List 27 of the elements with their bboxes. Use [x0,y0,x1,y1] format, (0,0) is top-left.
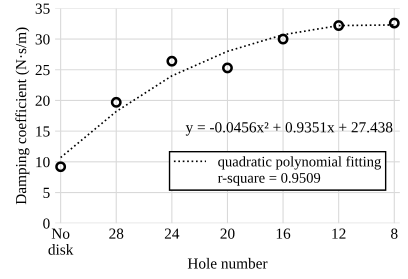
x-axis-title: Hole number [188,258,268,269]
x-tick-label: 12 [332,228,346,239]
point [278,34,288,44]
point [110,96,122,108]
point [388,18,400,29]
y-tick-label: 35 [36,4,50,14]
x-tick-label: 8 [391,228,398,239]
y-axis-title: Damping coefficient (N·s/m) [15,28,30,204]
legend-label: quadratic polynomial fitting [218,156,381,170]
point [166,56,178,67]
x-tick-label: 16 [276,228,290,239]
y-tick-label: 15 [36,126,50,137]
x-tick-label: 24 [164,228,180,239]
point [55,161,66,172]
annotation: y = -0.0456x² + 0.9351x + 27.438 [186,122,392,136]
annotation: r-square = 0.9509 [218,172,320,186]
y-tick-label: 0 [43,218,50,229]
x-tick-label: No disk [48,228,74,255]
x-tick-label: 20 [220,228,235,239]
y-tick-label: 20 [36,96,50,106]
y-tick-label: 10 [36,156,50,168]
y-tick-label: 25 [36,64,50,76]
point [333,20,344,31]
y-tick-label: 5 [43,188,50,198]
point [222,62,233,74]
y-tick-label: 30 [36,34,50,45]
x-tick-label: 28 [109,228,124,239]
